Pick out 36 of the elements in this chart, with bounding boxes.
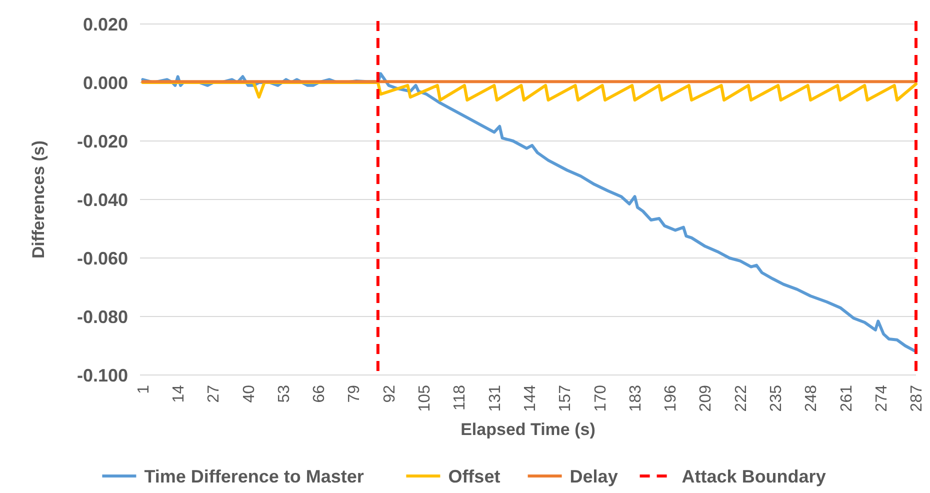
x-tick-label: 274 [873,384,890,412]
x-tick-label: 40 [240,384,258,403]
x-tick-label: 261 [838,384,856,412]
legend-label: Offset [448,466,500,486]
legend-label: Delay [570,466,618,486]
x-tick-label: 53 [276,384,293,403]
y-tick-label: -0.020 [76,131,128,152]
y-tick-label: 0.020 [82,14,128,34]
x-tick-label: 170 [592,384,610,412]
y-tick-label: 0.000 [82,72,128,93]
x-tick-label: 183 [627,384,644,412]
y-tick-label: -0.040 [76,190,128,210]
y-axis-title: Differences (s) [29,140,48,259]
x-tick-label: 105 [416,384,434,412]
x-tick-label: 196 [662,384,680,412]
x-tick-label: 92 [381,384,398,403]
x-tick-label: 118 [452,384,469,411]
x-axis-title: Elapsed Time (s) [460,420,596,439]
x-tick-label: 144 [522,384,539,412]
x-tick-label: 27 [206,384,223,403]
x-tick-label: 287 [908,384,926,412]
y-tick-label: -0.100 [76,365,128,386]
x-tick-label: 248 [803,384,820,412]
x-tick-label: 14 [170,384,188,403]
x-tick-label: 131 [486,384,504,412]
x-tick-label: 222 [732,384,750,412]
legend-label: Time Difference to Master [144,466,364,486]
x-tick-label: 79 [346,384,364,403]
x-tick-label: 1 [135,384,152,394]
y-tick-label: -0.060 [76,248,128,268]
x-tick-label: 157 [557,384,574,412]
y-tick-label: -0.080 [76,306,128,327]
x-tick-label: 209 [698,384,715,412]
x-tick-label: 235 [768,384,785,412]
legend-label: Attack Boundary [682,466,826,486]
x-tick-label: 66 [311,384,328,403]
